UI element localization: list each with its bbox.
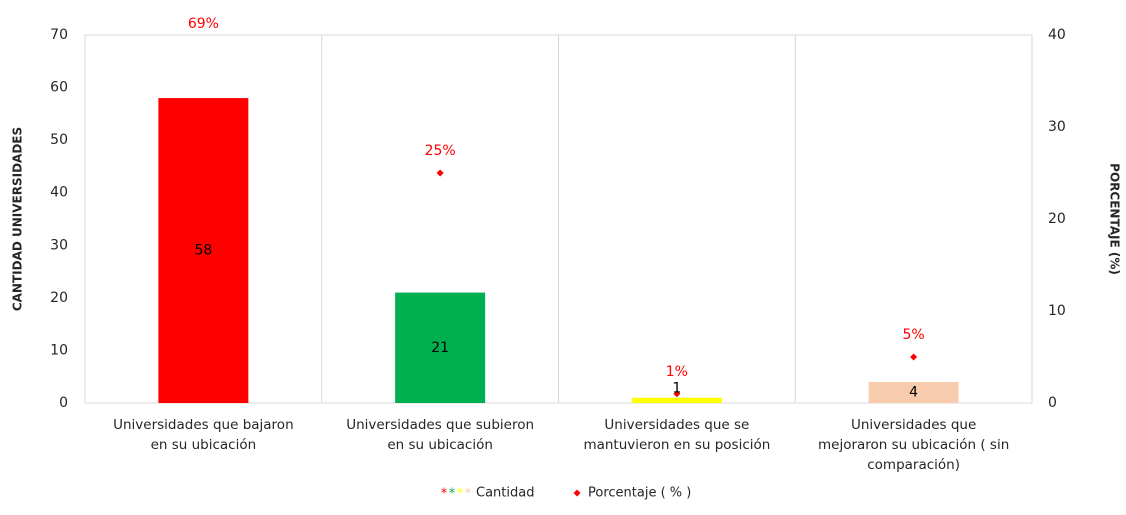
bar-value-label: 21 — [431, 340, 449, 356]
y-tick-label: 40 — [50, 185, 68, 201]
y-tick-label: 50 — [50, 132, 68, 148]
x-tick-label: Universidades que se mantuvieron en su po… — [583, 417, 770, 453]
y2-tick-label: 20 — [1048, 211, 1066, 227]
y2-tick-label: 30 — [1048, 119, 1066, 135]
point-marker — [910, 353, 918, 361]
legend-label: Porcentaje ( % ) — [588, 486, 691, 501]
point-value-label: 69% — [188, 16, 219, 32]
legend-marker: * — [441, 487, 448, 502]
y-tick-label: 0 — [59, 395, 68, 411]
legend-marker — [573, 489, 581, 497]
bar-value-label: 4 — [909, 384, 918, 400]
x-tick-label: Universidades que subieron en su ubicació… — [346, 417, 534, 453]
y-tick-label: 10 — [50, 342, 68, 358]
bar — [158, 98, 249, 403]
y2-tick-label: 0 — [1048, 395, 1057, 411]
legend-label: Cantidad — [476, 486, 534, 501]
y-tick-label: 60 — [50, 80, 68, 96]
y-axis-label: CANTIDAD UNIVERSIDADES — [11, 127, 25, 311]
point-value-label: 1% — [666, 364, 688, 380]
y2-tick-label: 40 — [1048, 27, 1066, 43]
bar — [868, 381, 959, 403]
point-value-label: 25% — [425, 143, 456, 159]
bar — [631, 397, 722, 403]
y-tick-label: 30 — [50, 237, 68, 253]
x-tick-label: Universidades que bajaron en su ubicación — [113, 417, 294, 453]
bar-value-label: 58 — [194, 243, 212, 259]
x-tick-label: Universidades que mejoraron su ubicación … — [818, 417, 1009, 473]
y-tick-label: 20 — [50, 290, 68, 306]
y2-axis-label: PORCENTAJE (%) — [1108, 163, 1122, 275]
bar-value-label: 1 — [672, 380, 681, 396]
y2-tick-label: 10 — [1048, 303, 1066, 319]
bar — [395, 292, 486, 403]
legend-marker: * — [457, 487, 464, 502]
point-marker — [673, 390, 681, 398]
y-tick-label: 70 — [50, 27, 68, 43]
legend-marker: * — [465, 487, 472, 502]
point-value-label: 5% — [903, 327, 925, 343]
plot-clip — [436, 169, 918, 398]
legend-marker: * — [449, 487, 456, 502]
point-marker — [436, 169, 444, 177]
